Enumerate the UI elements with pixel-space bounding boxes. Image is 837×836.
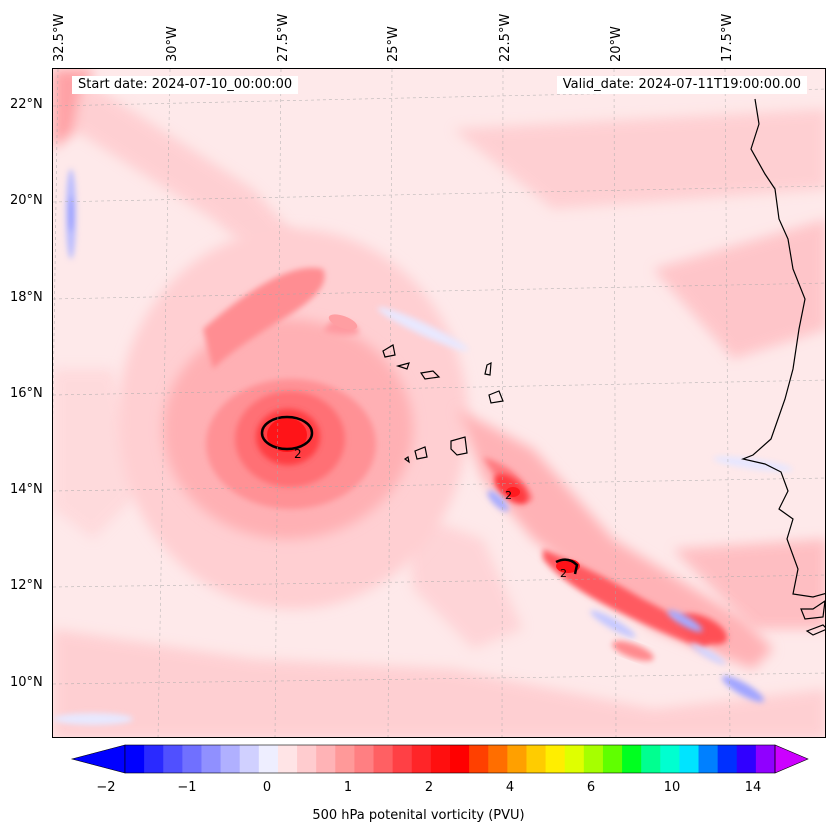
colorbar-segment xyxy=(736,745,757,773)
colorbar-segment xyxy=(469,745,489,773)
colorbar-segment xyxy=(679,745,700,773)
cb-tick-0: −2 xyxy=(96,780,116,795)
cyclone-contour-label: 2 xyxy=(294,447,302,461)
colorbar xyxy=(70,744,809,774)
pv-field-map: 2 2 2 xyxy=(53,69,825,737)
cb-tick-2: 0 xyxy=(262,780,272,795)
band-north-contour-label: 2 xyxy=(505,489,512,502)
colorbar-segment xyxy=(182,745,202,773)
cb-tick-1: −1 xyxy=(177,780,197,795)
cb-tick-5: 4 xyxy=(505,780,515,795)
coastline xyxy=(382,98,825,636)
lon-label-25w: 25°W xyxy=(386,26,401,62)
lat-label-20n: 20°N xyxy=(10,193,43,208)
start-date-label: Start date: 2024-07-10_00:00:00 xyxy=(72,76,299,94)
colorbar-segment xyxy=(144,745,164,773)
map-panel[interactable]: 2 2 2 xyxy=(52,68,826,738)
colorbar-segment xyxy=(335,745,355,773)
lon-label-27-5w: 27.5°W xyxy=(276,13,291,62)
colorbar-label: 500 hPa potenital vorticity (PVU) xyxy=(312,808,525,823)
lat-label-10n: 10°N xyxy=(10,675,43,690)
colorbar-segment xyxy=(201,745,222,773)
colorbar-segment xyxy=(583,745,604,773)
colorbar-segment xyxy=(239,745,260,773)
colorbar-segment xyxy=(641,745,661,773)
lat-label-14n: 14°N xyxy=(10,482,43,497)
lat-label-12n: 12°N xyxy=(10,578,43,593)
pv-cyclone: 2 xyxy=(118,229,468,609)
lon-label-22-5w: 22.5°W xyxy=(498,13,513,62)
colorbar-segment xyxy=(622,745,642,773)
colorbar-segment xyxy=(163,745,183,773)
colorbar-segment xyxy=(545,745,566,773)
colorbar-segment xyxy=(717,745,738,773)
colorbar-segment xyxy=(411,745,432,773)
colorbar-segment xyxy=(430,745,451,773)
colorbar-segment xyxy=(220,745,241,773)
colorbar-segment xyxy=(450,745,470,773)
colorbar-border xyxy=(124,744,776,774)
cb-tick-8: 14 xyxy=(744,780,762,795)
colorbar-segment xyxy=(507,745,527,773)
lon-label-20w: 20°W xyxy=(609,26,624,62)
colorbar-segment xyxy=(354,745,375,773)
colorbar-segment xyxy=(277,745,298,773)
lon-label-32-5w: 32.5°W xyxy=(52,13,67,62)
cb-tick-3: 1 xyxy=(343,780,353,795)
colorbar-segment xyxy=(602,745,623,773)
pv-band: 2 2 xyxy=(458,409,773,669)
cb-tick-6: 6 xyxy=(586,780,596,795)
cb-tick-4: 2 xyxy=(424,780,434,795)
cb-tick-7: 10 xyxy=(663,780,681,795)
colorbar-segment xyxy=(526,745,547,773)
lat-label-18n: 18°N xyxy=(10,290,43,305)
valid-date-label: Valid_date: 2024-07-11T19:00:00.00 xyxy=(556,76,807,94)
colorbar-segment xyxy=(660,745,680,773)
map-gridlines xyxy=(53,69,825,737)
lat-label-22n: 22°N xyxy=(10,97,43,112)
colorbar-segment xyxy=(373,745,394,773)
lon-label-17-5w: 17.5°W xyxy=(720,13,735,62)
colorbar-segment xyxy=(297,745,317,773)
lat-label-16n: 16°N xyxy=(10,386,43,401)
colorbar-segment xyxy=(125,745,145,773)
colorbar-segment xyxy=(698,745,719,773)
colorbar-segment xyxy=(258,745,279,773)
colorbar-extend-low xyxy=(70,744,126,774)
colorbar-segment xyxy=(316,745,336,773)
colorbar-segment xyxy=(392,745,413,773)
pv-negative-streaks xyxy=(53,169,793,725)
colorbar-segment xyxy=(488,745,508,773)
band-south-contour-label: 2 xyxy=(560,567,567,580)
colorbar-segment xyxy=(755,745,776,773)
colorbar-extend-high xyxy=(774,744,809,774)
lon-label-30w: 30°W xyxy=(165,26,180,62)
colorbar-segment xyxy=(564,745,585,773)
